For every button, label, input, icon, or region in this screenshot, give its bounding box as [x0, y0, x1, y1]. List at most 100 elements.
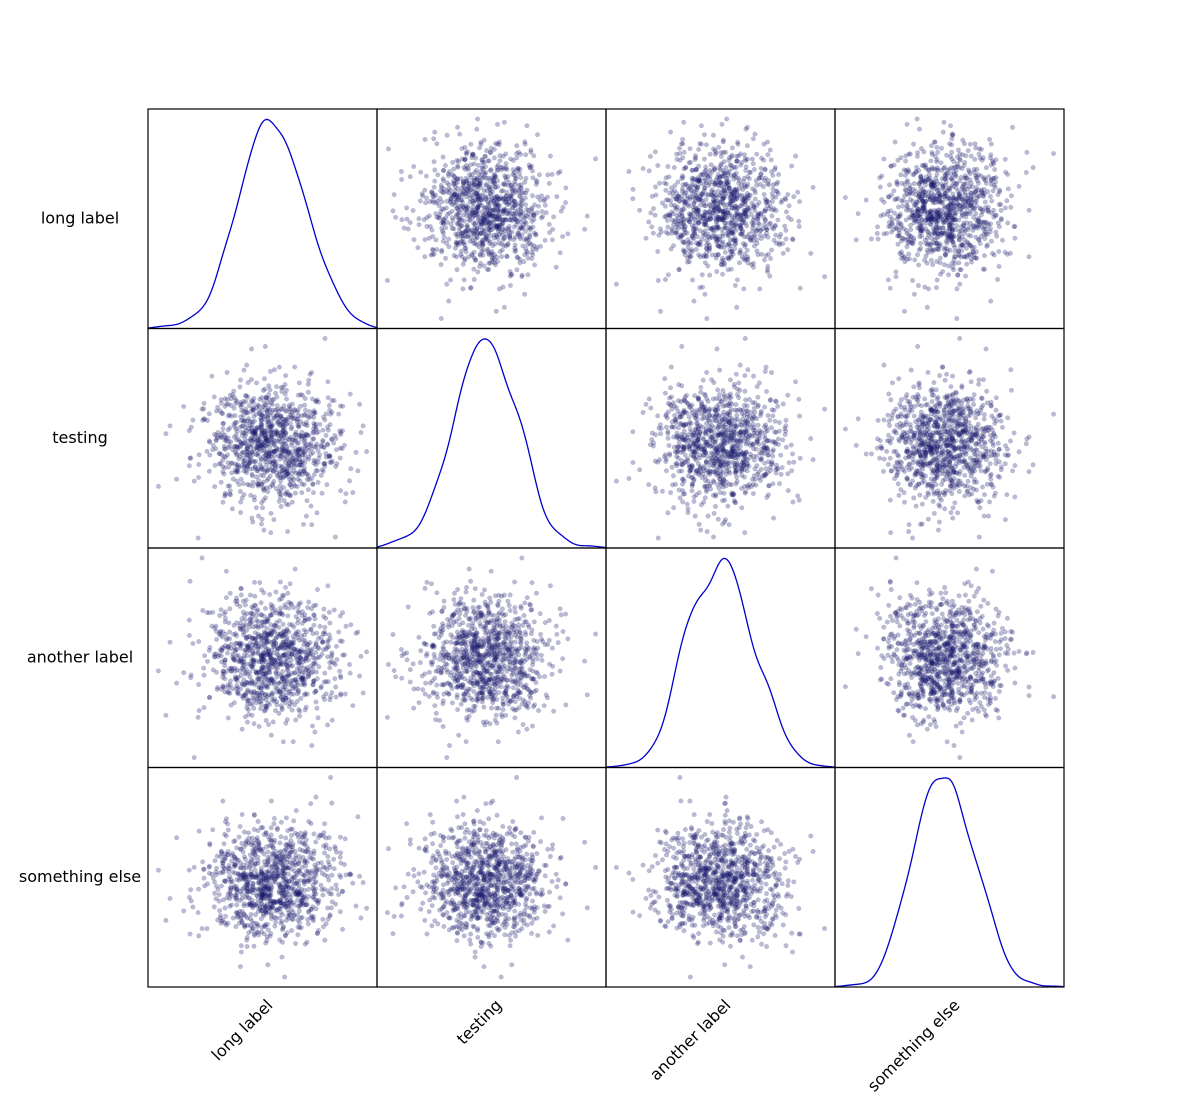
- scatter-point: [756, 175, 762, 181]
- scatter-point: [515, 166, 521, 172]
- scatter-point: [530, 168, 536, 174]
- scatter-point: [908, 215, 914, 221]
- scatter-point: [902, 172, 908, 178]
- scatter-point: [986, 209, 992, 215]
- scatter-point: [921, 203, 927, 209]
- scatter-point: [741, 211, 747, 217]
- scatter-point: [252, 428, 258, 434]
- scatter-point: [964, 239, 970, 245]
- scatter-point: [961, 181, 967, 187]
- scatter-point: [918, 211, 924, 217]
- scatter-point: [760, 184, 766, 190]
- scatter-point: [917, 234, 923, 240]
- scatter-point: [700, 452, 706, 458]
- scatter-point: [736, 438, 742, 444]
- scatter-point: [884, 230, 890, 236]
- scatter-point: [500, 181, 506, 187]
- scatter-point: [723, 424, 729, 430]
- scatter-point: [432, 167, 438, 173]
- scatter-point: [280, 430, 286, 436]
- scatter-point: [523, 175, 529, 181]
- scatter-point: [519, 189, 525, 195]
- scatter-point: [720, 139, 726, 145]
- scatter-point: [241, 458, 247, 464]
- scatter-point: [744, 408, 750, 414]
- scatter-point: [734, 474, 740, 480]
- scatter-point: [285, 502, 291, 508]
- scatter-point: [951, 184, 957, 190]
- scatter-point: [278, 454, 284, 460]
- scatter-point: [949, 220, 955, 226]
- scatter-point: [727, 435, 733, 441]
- scatter-point: [935, 247, 941, 253]
- panel-frame: [147, 108, 378, 330]
- scatter-point: [452, 191, 458, 197]
- scatter-point: [683, 200, 689, 206]
- scatter-point: [720, 425, 726, 431]
- scatter-point: [287, 481, 293, 487]
- scatter-point: [245, 438, 251, 444]
- scatter-point: [713, 456, 719, 462]
- scatter-point: [742, 483, 748, 489]
- scatter-point: [672, 424, 678, 430]
- scatter-point: [929, 197, 935, 203]
- scatter-point: [263, 437, 269, 443]
- scatter-point: [720, 196, 726, 202]
- scatter-point: [933, 223, 939, 229]
- scatter-point: [458, 203, 464, 209]
- scatter-point: [700, 192, 706, 198]
- scatter-point: [240, 418, 246, 424]
- scatter-point: [688, 429, 694, 435]
- scatter-point: [695, 437, 701, 443]
- scatter-point: [681, 409, 687, 415]
- scatter-point: [508, 271, 514, 277]
- scatter-point: [451, 178, 457, 184]
- scatter-point: [710, 444, 716, 450]
- scatter-point: [696, 178, 702, 184]
- scatter-point: [302, 449, 308, 455]
- scatter-point: [728, 266, 734, 272]
- scatter-point: [296, 470, 302, 476]
- scatter-point: [738, 452, 744, 458]
- scatter-point: [772, 167, 778, 173]
- scatter-point: [745, 174, 751, 180]
- scatter-point: [919, 208, 925, 214]
- scatter-point: [699, 172, 705, 178]
- scatter-point: [468, 162, 474, 168]
- scatter-point: [474, 209, 480, 215]
- scatter-point: [749, 220, 755, 226]
- scatter-point: [711, 205, 717, 211]
- scatter-point: [308, 446, 314, 452]
- scatter-point: [754, 202, 760, 208]
- scatter-point: [923, 162, 929, 168]
- scatter-point: [470, 207, 476, 213]
- scatter-point: [278, 453, 284, 459]
- scatter-point: [433, 237, 439, 243]
- scatter-point: [741, 234, 747, 240]
- scatter-point: [951, 171, 957, 177]
- scatter-point: [742, 419, 748, 425]
- scatter-point: [467, 213, 473, 219]
- scatter-point: [725, 460, 731, 466]
- scatter-point: [938, 231, 944, 237]
- scatter-point: [716, 243, 722, 249]
- scatter-point: [716, 392, 722, 398]
- scatter-point: [919, 217, 925, 223]
- scatter-point: [292, 483, 298, 489]
- scatter-point: [669, 424, 675, 430]
- scatter-point: [294, 409, 300, 415]
- scatter-point: [469, 180, 475, 186]
- scatter-point: [710, 210, 716, 216]
- scatter-point: [683, 199, 689, 205]
- scatter-point: [459, 185, 465, 191]
- scatter-point: [684, 195, 690, 201]
- scatter-point: [204, 448, 210, 454]
- scatter-point: [916, 168, 922, 174]
- scatter-point: [713, 412, 719, 418]
- scatter-point: [931, 139, 937, 145]
- scatter-point: [261, 427, 267, 433]
- scatter-point: [295, 422, 301, 428]
- scatter-point: [957, 228, 963, 234]
- scatter-point: [758, 410, 764, 416]
- scatter-point: [720, 231, 726, 237]
